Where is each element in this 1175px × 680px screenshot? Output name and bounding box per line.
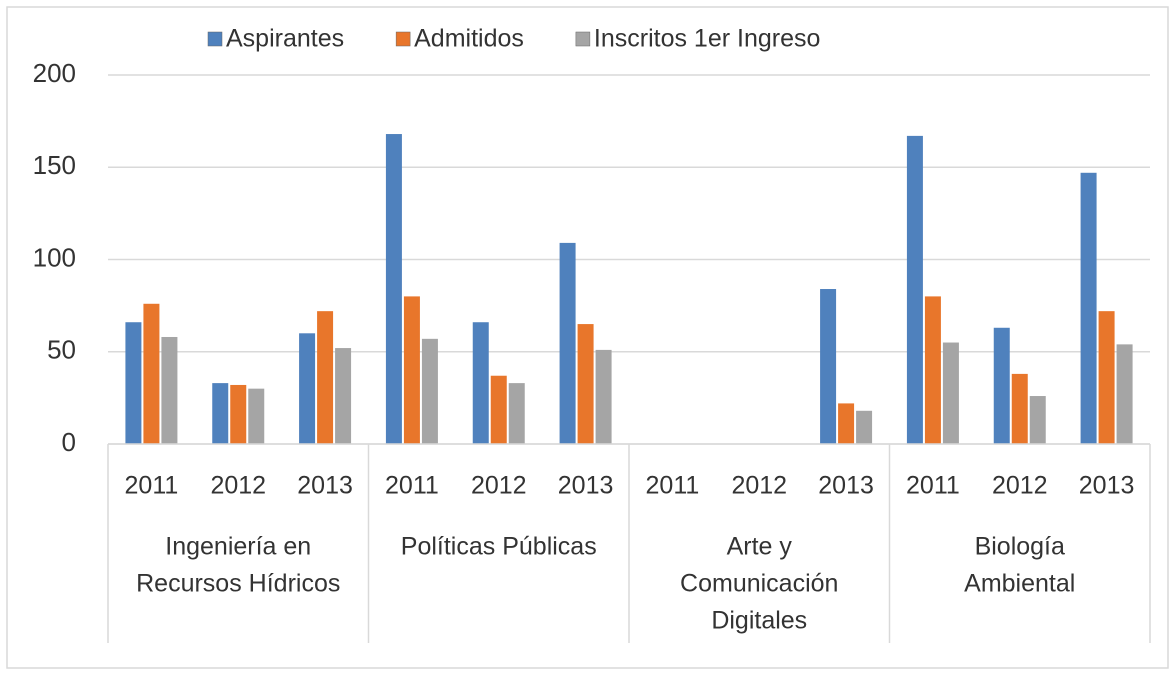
group-label: Biología bbox=[975, 533, 1065, 561]
bar bbox=[924, 296, 941, 444]
legend-label: Aspirantes bbox=[226, 25, 344, 53]
y-tick-label: 150 bbox=[33, 150, 76, 180]
y-tick-label: 200 bbox=[33, 58, 76, 88]
bar bbox=[230, 384, 247, 444]
legend-swatch bbox=[575, 31, 591, 47]
bar bbox=[248, 388, 265, 444]
bar bbox=[472, 322, 489, 444]
group-label: Ingeniería en bbox=[165, 533, 311, 561]
x-tick-label: 2011 bbox=[385, 472, 439, 500]
x-tick-label: 2011 bbox=[125, 472, 179, 500]
group-label: Digitales bbox=[711, 607, 807, 635]
group-label: Comunicación bbox=[680, 570, 838, 598]
bar bbox=[1011, 373, 1028, 444]
y-tick-label: 50 bbox=[47, 335, 76, 365]
bar bbox=[143, 303, 160, 444]
bar bbox=[559, 242, 576, 444]
y-tick-label: 0 bbox=[62, 427, 76, 457]
group-label: Recursos Hídricos bbox=[136, 570, 340, 598]
bar bbox=[403, 296, 420, 444]
chart-border bbox=[6, 6, 1169, 669]
x-tick-label: 2013 bbox=[818, 472, 874, 500]
legend-label: Admitidos bbox=[414, 25, 524, 53]
bar bbox=[1080, 172, 1097, 444]
x-tick-label: 2012 bbox=[992, 472, 1048, 500]
x-tick-label: 2012 bbox=[731, 472, 787, 500]
bar bbox=[820, 289, 837, 444]
group-label: Arte y bbox=[727, 533, 793, 561]
group-label: Políticas Públicas bbox=[401, 533, 597, 561]
bar bbox=[385, 134, 402, 445]
bar bbox=[906, 135, 923, 444]
legend-swatch bbox=[207, 31, 223, 47]
bar bbox=[942, 342, 959, 444]
bar bbox=[299, 333, 316, 444]
bar bbox=[490, 375, 507, 444]
x-tick-label: 2013 bbox=[297, 472, 353, 500]
bar bbox=[317, 311, 334, 444]
bar bbox=[595, 349, 612, 444]
bar bbox=[212, 383, 229, 444]
bar bbox=[125, 322, 142, 444]
bar bbox=[161, 336, 178, 444]
x-tick-label: 2012 bbox=[471, 472, 527, 500]
bar bbox=[1098, 311, 1115, 444]
x-tick-label: 2013 bbox=[1079, 472, 1135, 500]
bar bbox=[993, 327, 1010, 444]
x-tick-label: 2013 bbox=[558, 472, 614, 500]
bar bbox=[1116, 344, 1133, 444]
bar bbox=[856, 410, 873, 444]
x-tick-label: 2012 bbox=[210, 472, 266, 500]
bar bbox=[421, 338, 438, 444]
legend-label: Inscritos 1er Ingreso bbox=[594, 25, 821, 53]
y-tick-label: 100 bbox=[33, 242, 76, 272]
bar bbox=[335, 348, 352, 444]
legend-swatch bbox=[395, 31, 411, 47]
bar bbox=[577, 324, 594, 444]
bar bbox=[838, 403, 855, 444]
x-tick-label: 2011 bbox=[906, 472, 960, 500]
x-tick-label: 2011 bbox=[646, 472, 700, 500]
group-label: Ambiental bbox=[964, 570, 1075, 598]
bar bbox=[508, 383, 525, 444]
bar bbox=[1029, 396, 1046, 444]
